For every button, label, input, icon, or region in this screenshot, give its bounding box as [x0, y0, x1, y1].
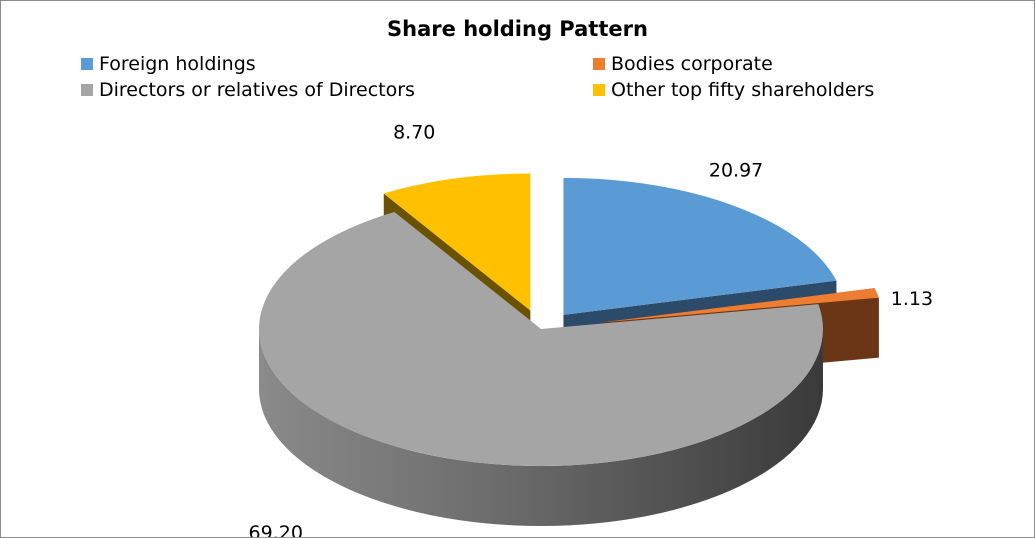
data-label: 20.97 [709, 160, 763, 182]
legend-label: Foreign holdings [99, 53, 256, 75]
legend-swatch [593, 58, 605, 70]
legend-item-other-top-fifty: Other top fifty shareholders [593, 79, 874, 101]
pie-slice-top [563, 177, 837, 315]
legend-swatch [593, 84, 605, 96]
legend-item-directors: Directors or relatives of Directors [81, 79, 415, 101]
data-label: 8.70 [393, 122, 435, 144]
pie-slice-side [259, 329, 823, 526]
pie-slice-top [601, 288, 879, 323]
pie-slice [259, 211, 823, 526]
legend-label: Other top fifty shareholders [611, 79, 875, 101]
legend-label: Directors or relatives of Directors [99, 79, 415, 101]
data-label: 1.13 [891, 288, 933, 310]
data-label: 69.20 [249, 522, 303, 537]
legend-swatch [81, 58, 93, 70]
legend-item-bodies-corporate: Bodies corporate [593, 53, 773, 75]
pie-slice-top [383, 173, 531, 311]
pie-slice-top [259, 211, 823, 466]
legend-item-foreign-holdings: Foreign holdings [81, 53, 256, 75]
chart-title: Share holding Pattern [387, 17, 648, 41]
legend: Foreign holdings Bodies corporate Direct… [1, 1, 1034, 111]
legend-label: Bodies corporate [611, 53, 773, 75]
legend-swatch [81, 84, 93, 96]
